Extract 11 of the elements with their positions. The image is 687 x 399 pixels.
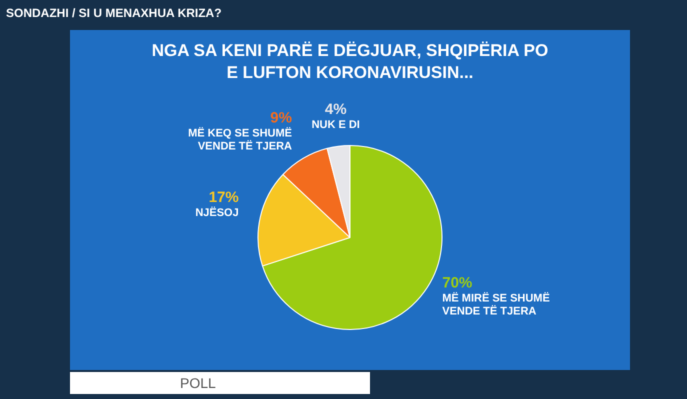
slice-label: NUK E DI [312,118,360,131]
data-label: 17% [208,189,239,206]
slice-label: NJËSOJ [195,206,239,220]
data-label: 9% [270,109,292,126]
slice-label: MË MIRË SE SHUMË VENDE TË TJERA [442,292,550,318]
slice-label: MË KEQ SE SHUMË VENDE TË TJERA [188,126,292,152]
data-label: 4% [324,100,347,118]
text: POLL [180,375,216,391]
data-label: 70% [442,274,472,292]
chart-subtitle: SONDAZHI / SI U MENAXHUA KRIZA? [6,6,222,20]
chart-title: NGA SA KENI PARË E DËGJUAR, SHQIPËRIA PO E LUFTON KORONAVIRUSIN... [150,40,550,84]
